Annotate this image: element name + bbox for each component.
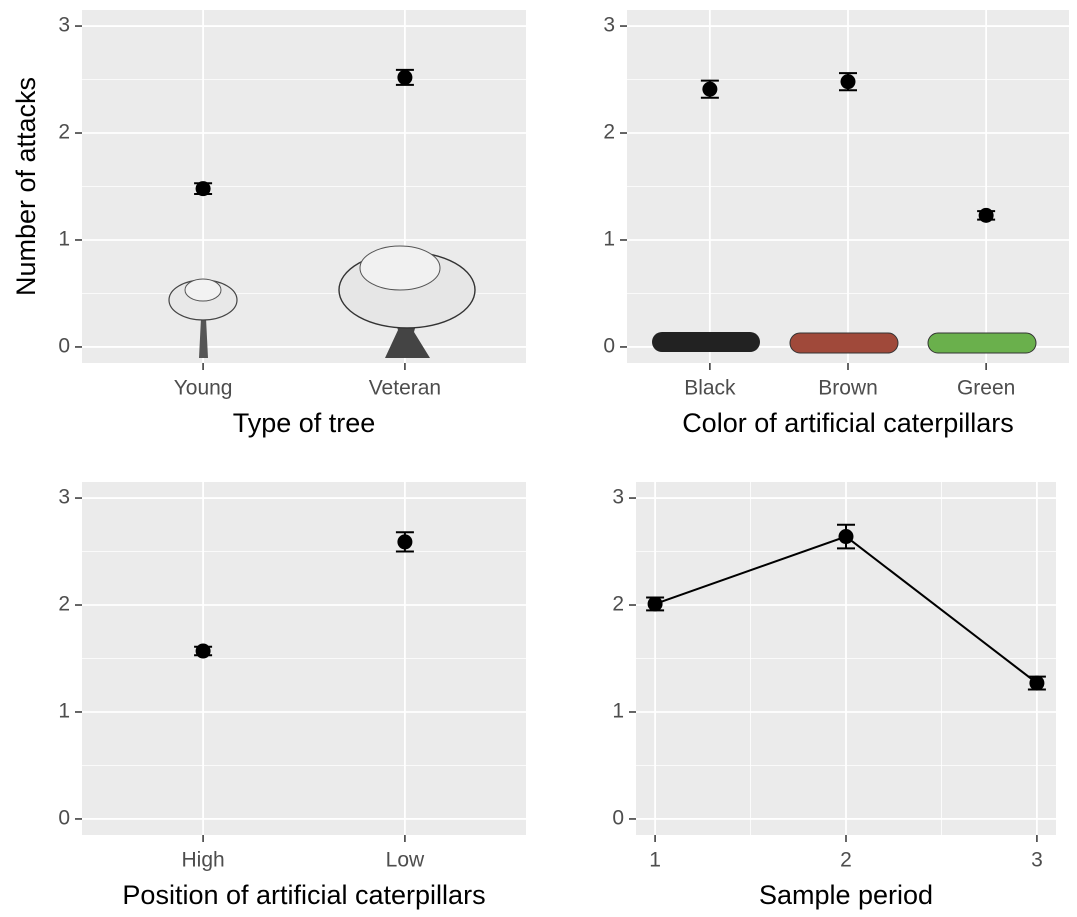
x-tick-label: Brown xyxy=(818,377,878,400)
point xyxy=(840,74,856,90)
panels: 0 1 2 3 Young Veteran Type of tree Number of at… xyxy=(11,10,1069,910)
y-tick-label: 0 xyxy=(58,335,70,358)
x-axis-title: Position of artificial caterpillars xyxy=(122,880,485,910)
caterpillar-brown xyxy=(789,332,899,354)
x-tick-label: 3 xyxy=(1031,849,1043,872)
x-tick-label: Black xyxy=(684,377,736,400)
y-tick-label: 3 xyxy=(58,14,70,37)
y-tick-label: 2 xyxy=(612,593,624,616)
y-tick-label: 2 xyxy=(58,121,70,144)
x-axis-title: Type of tree xyxy=(233,408,376,438)
x-tick-label: 2 xyxy=(840,849,852,872)
trunk xyxy=(196,304,210,358)
point xyxy=(838,529,854,545)
y-tick-label: 3 xyxy=(612,486,624,509)
point xyxy=(647,596,663,612)
y-tick-label: 2 xyxy=(58,593,70,616)
y-tick-label: 1 xyxy=(603,228,615,251)
x-tick-label: Low xyxy=(386,849,425,872)
x-tick-label: Veteran xyxy=(369,377,441,400)
point xyxy=(195,643,211,659)
y-tick-label: 1 xyxy=(58,228,70,251)
y-tick-label: 1 xyxy=(58,700,70,723)
y-tick-label: 1 xyxy=(612,700,624,723)
y-tick-label: 3 xyxy=(58,486,70,509)
crown xyxy=(359,245,441,291)
point xyxy=(978,207,994,223)
point xyxy=(702,81,718,97)
point xyxy=(195,181,211,197)
point xyxy=(1029,675,1045,691)
y-tick-label: 0 xyxy=(58,807,70,830)
y-tick-label: 3 xyxy=(603,14,615,37)
y-tick-label: 2 xyxy=(603,121,615,144)
crown xyxy=(184,278,222,302)
illustrations xyxy=(168,245,1037,358)
x-tick-label: Young xyxy=(174,377,233,400)
x-axis-title: Color of artificial caterpillars xyxy=(682,408,1014,438)
point xyxy=(397,534,413,550)
young-tree xyxy=(168,278,238,358)
caterpillar-black xyxy=(652,332,760,352)
caterpillar-green xyxy=(927,332,1037,354)
marks xyxy=(194,68,1046,691)
veteran-tree xyxy=(338,245,476,358)
y-tick-label: 0 xyxy=(603,335,615,358)
x-axis-title: Sample period xyxy=(759,880,933,910)
x-tick-label: Green xyxy=(957,377,1015,400)
x-tick-label: 1 xyxy=(649,849,661,872)
x-tick-label: High xyxy=(181,849,224,872)
y-axis-title: Number of attacks xyxy=(11,77,41,296)
point xyxy=(397,69,413,85)
y-tick-label: 0 xyxy=(612,807,624,830)
